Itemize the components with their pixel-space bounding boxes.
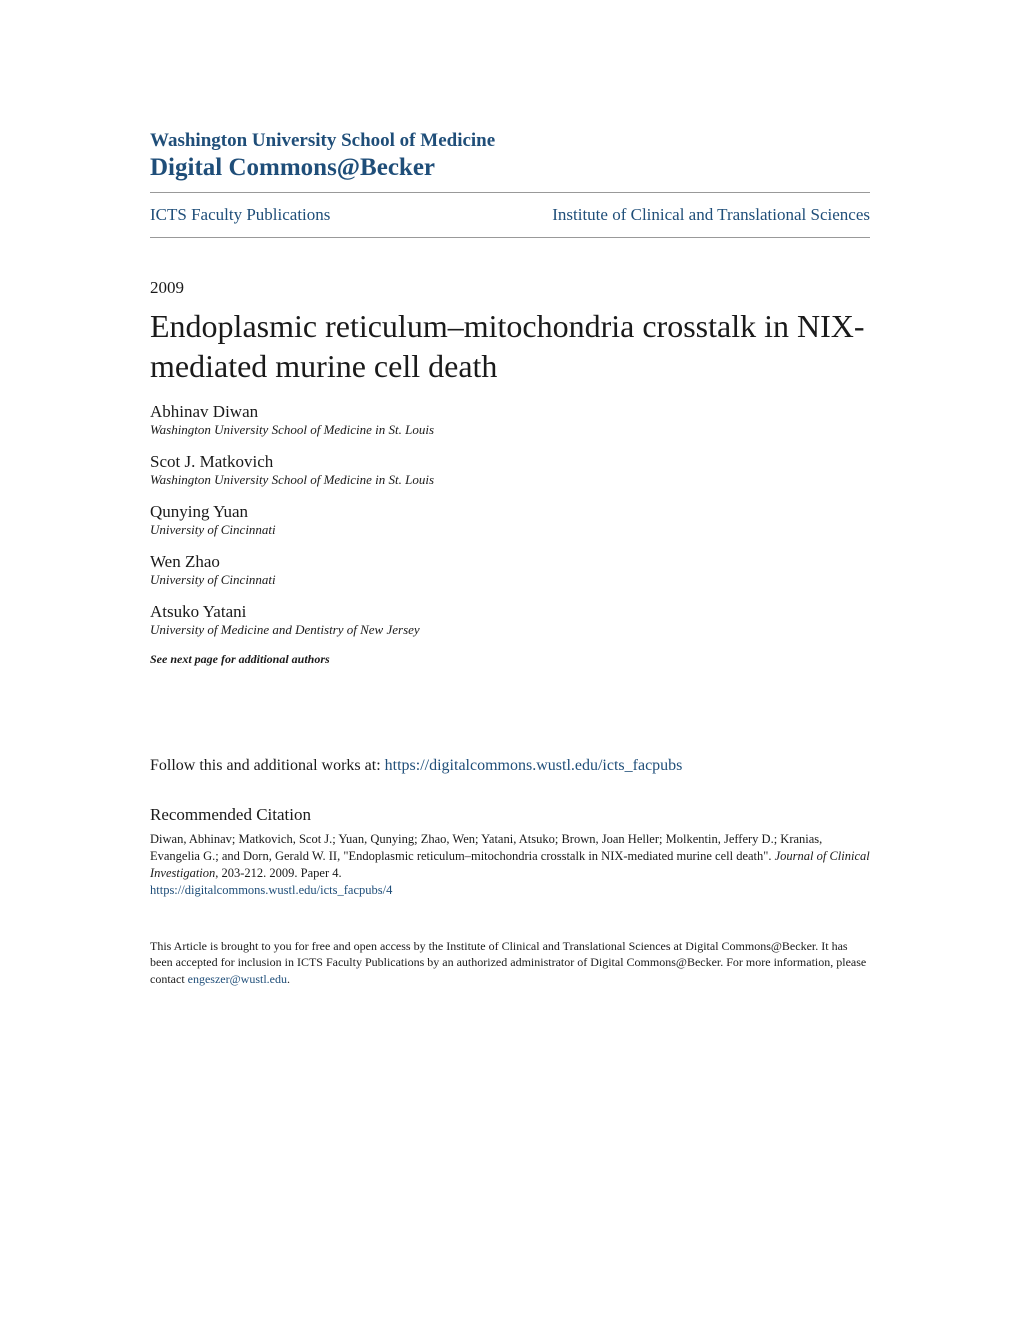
- author-name: Wen Zhao: [150, 552, 870, 572]
- paper-title: Endoplasmic reticulum–mitochondria cross…: [150, 306, 870, 386]
- author-name: Qunying Yuan: [150, 502, 870, 522]
- author-affiliation: Washington University School of Medicine…: [150, 472, 870, 488]
- follow-prefix: Follow this and additional works at:: [150, 757, 385, 774]
- footer-text: This Article is brought to you for free …: [150, 938, 870, 988]
- divider-bottom: [150, 237, 870, 238]
- nav-right-link[interactable]: Institute of Clinical and Translational …: [552, 205, 870, 225]
- author-name: Atsuko Yatani: [150, 602, 870, 622]
- divider-top: [150, 192, 870, 193]
- author-affiliation: University of Cincinnati: [150, 572, 870, 588]
- footer-part2: .: [287, 972, 290, 986]
- author-affiliation: Washington University School of Medicine…: [150, 422, 870, 438]
- follow-url-link[interactable]: https://digitalcommons.wustl.edu/icts_fa…: [385, 757, 683, 774]
- publication-year: 2009: [150, 278, 870, 298]
- author-block: Atsuko Yatani University of Medicine and…: [150, 602, 870, 638]
- repository-name[interactable]: Digital Commons@Becker: [150, 154, 870, 182]
- citation-part2: , 203-212. 2009. Paper 4.: [215, 866, 341, 880]
- author-affiliation: University of Cincinnati: [150, 522, 870, 538]
- author-name: Abhinav Diwan: [150, 402, 870, 422]
- author-name: Scot J. Matkovich: [150, 452, 870, 472]
- footer-email-link[interactable]: engeszer@wustl.edu: [188, 972, 287, 986]
- author-block: Scot J. Matkovich Washington University …: [150, 452, 870, 488]
- citation-text: Diwan, Abhinav; Matkovich, Scot J.; Yuan…: [150, 831, 870, 882]
- nav-row: ICTS Faculty Publications Institute of C…: [150, 201, 870, 229]
- citation-link[interactable]: https://digitalcommons.wustl.edu/icts_fa…: [150, 883, 870, 898]
- citation-part1: Diwan, Abhinav; Matkovich, Scot J.; Yuan…: [150, 832, 822, 863]
- author-block: Qunying Yuan University of Cincinnati: [150, 502, 870, 538]
- nav-left-link[interactable]: ICTS Faculty Publications: [150, 205, 330, 225]
- author-block: Abhinav Diwan Washington University Scho…: [150, 402, 870, 438]
- author-affiliation: University of Medicine and Dentistry of …: [150, 622, 870, 638]
- see-next-page: See next page for additional authors: [150, 652, 870, 667]
- follow-line: Follow this and additional works at: htt…: [150, 757, 870, 775]
- institution-name[interactable]: Washington University School of Medicine: [150, 130, 870, 152]
- recommended-citation-heading: Recommended Citation: [150, 805, 870, 825]
- author-block: Wen Zhao University of Cincinnati: [150, 552, 870, 588]
